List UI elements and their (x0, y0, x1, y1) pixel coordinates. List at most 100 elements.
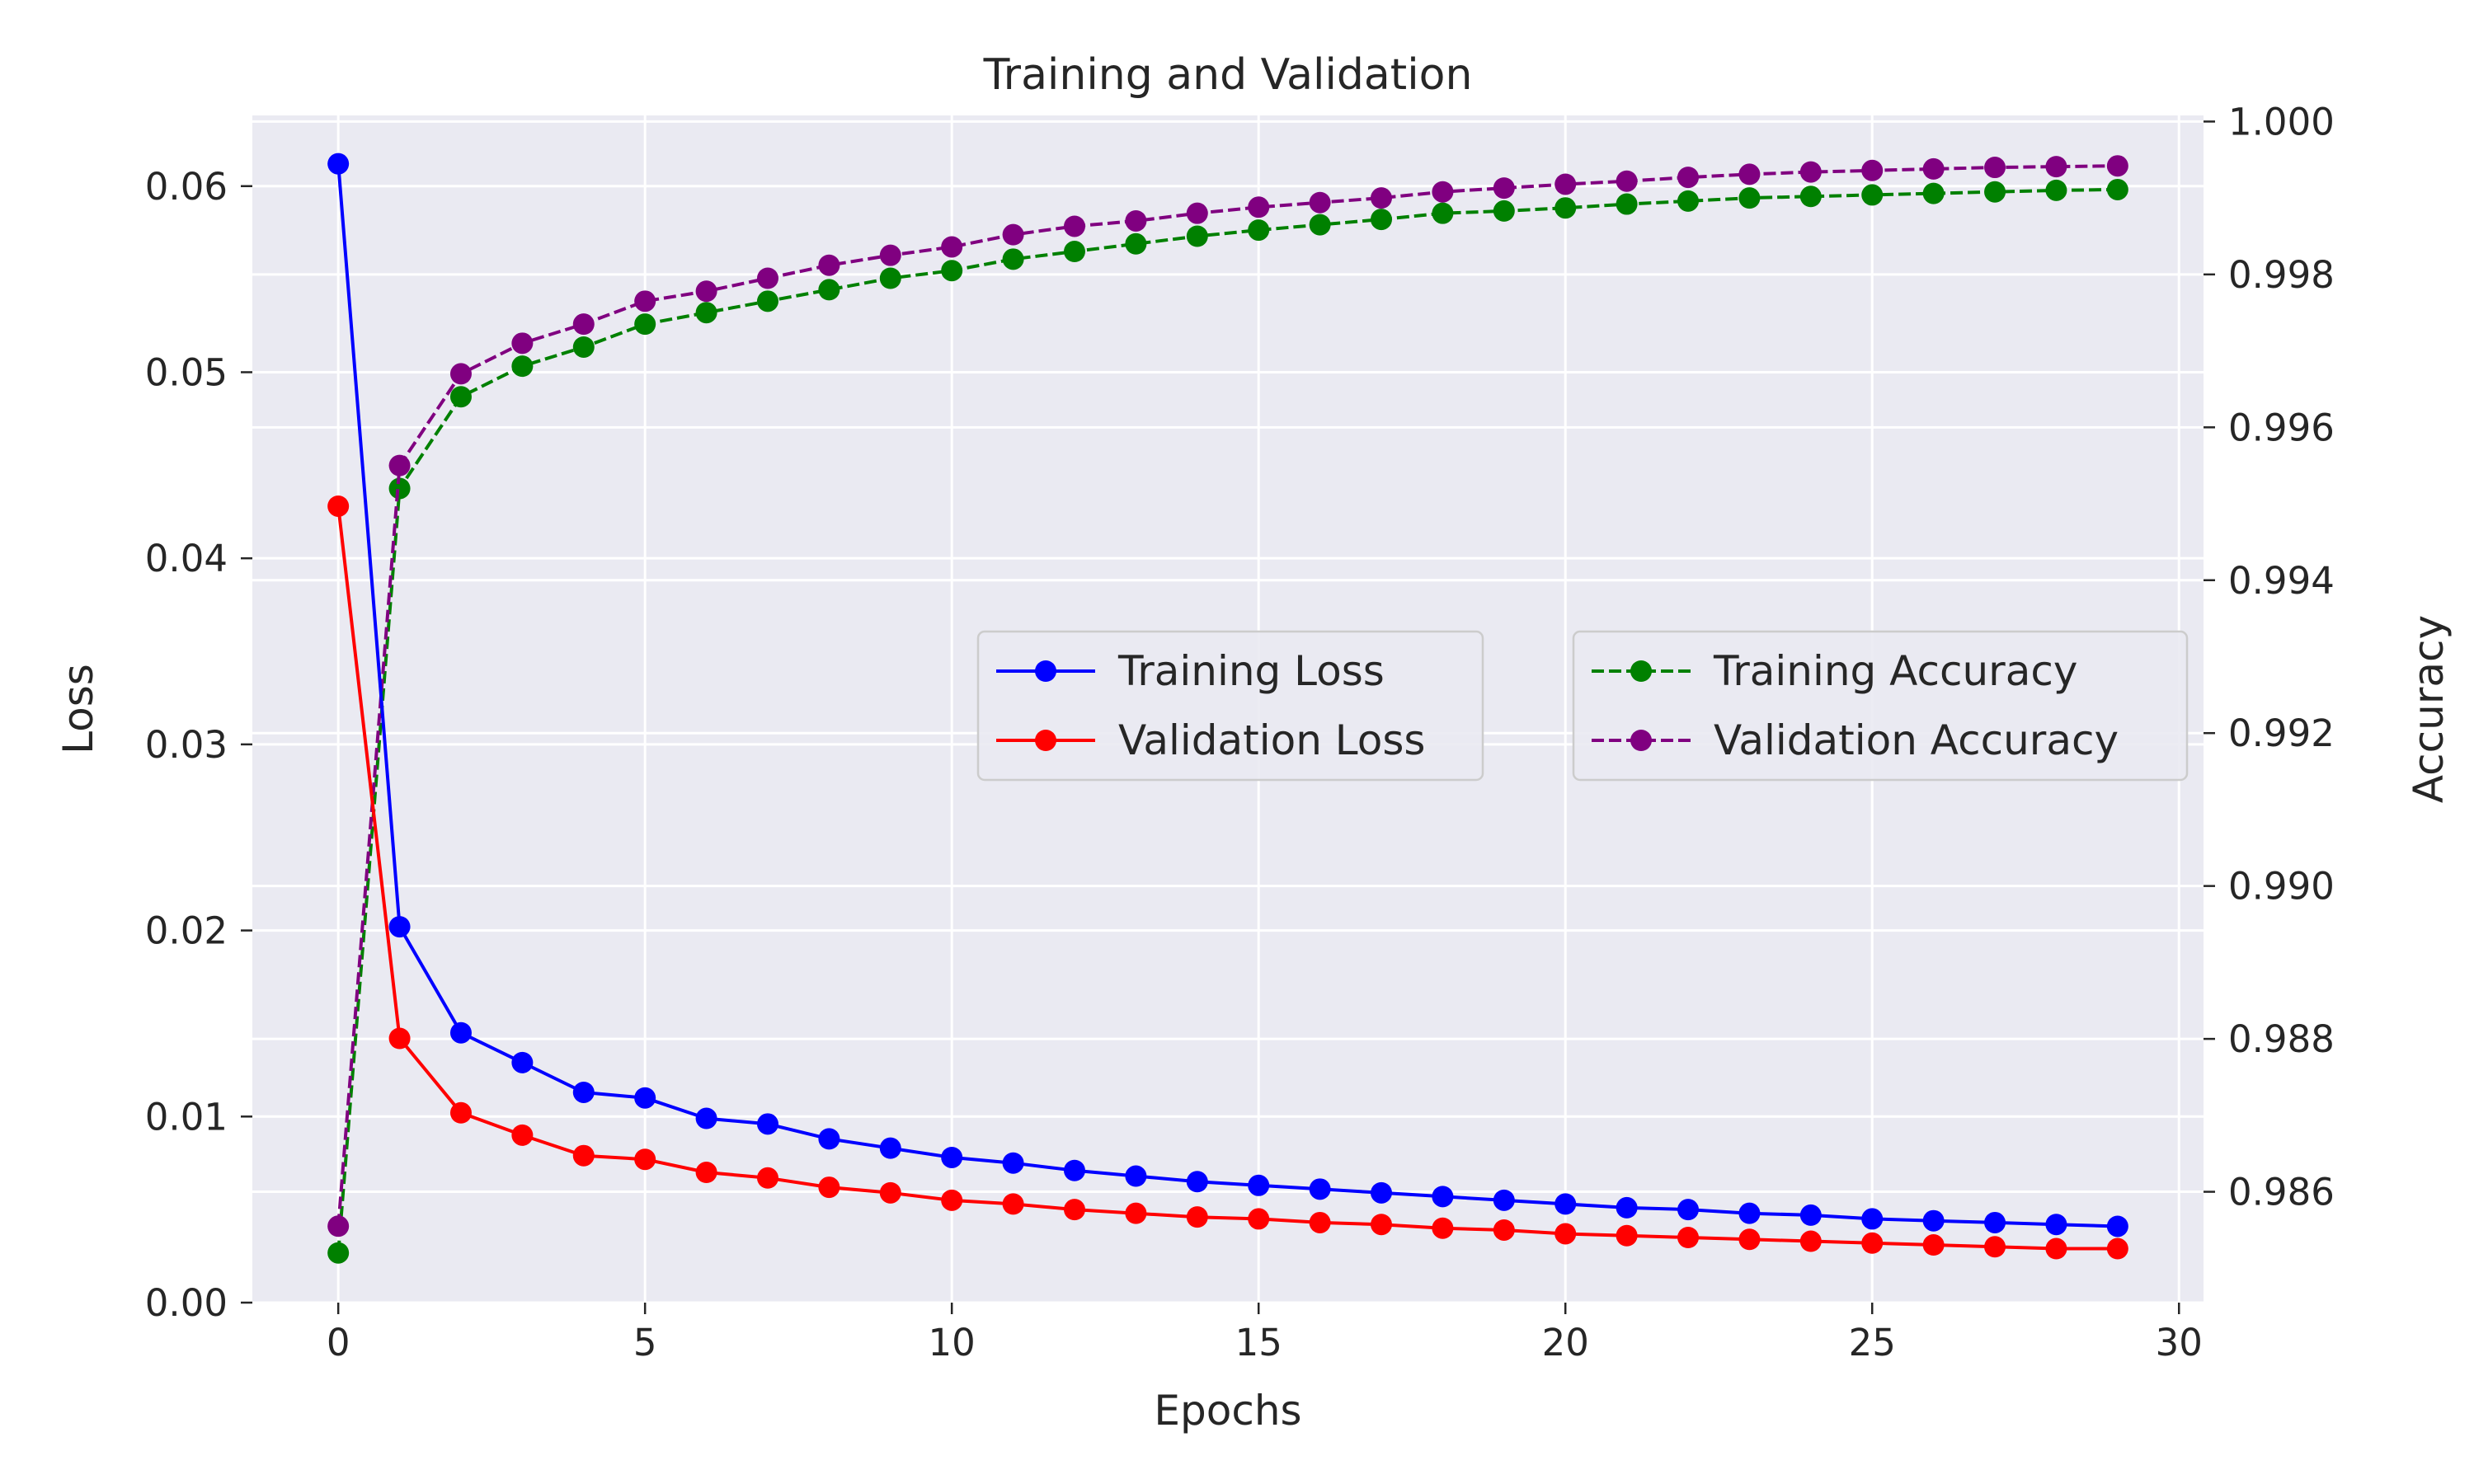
data-point-training-loss (1125, 1165, 1147, 1187)
x-tick-label: 20 (1542, 1321, 1589, 1364)
data-point-validation-accuracy (1616, 170, 1638, 192)
legend-marker (1035, 660, 1056, 682)
data-point-validation-accuracy (572, 313, 595, 336)
data-point-validation-accuracy (1922, 157, 1945, 180)
y-left-tick-label: 0.06 (145, 165, 228, 209)
data-point-validation-accuracy (388, 454, 411, 477)
data-point-training-accuracy (2045, 179, 2067, 201)
data-point-training-accuracy (1554, 197, 1577, 219)
data-point-training-loss (756, 1113, 778, 1135)
data-point-training-accuracy (1371, 209, 1393, 231)
data-point-training-accuracy (2106, 178, 2128, 200)
data-point-training-loss (1554, 1193, 1577, 1215)
data-point-training-accuracy (941, 260, 963, 282)
data-point-validation-loss (1616, 1224, 1638, 1247)
data-point-validation-accuracy (1309, 191, 1331, 214)
data-point-training-accuracy (1186, 225, 1208, 247)
x-tick-label: 10 (929, 1321, 976, 1364)
data-point-training-loss (1861, 1208, 1884, 1230)
y-right-tick-label: 0.998 (2228, 253, 2335, 297)
data-point-training-loss (1309, 1178, 1331, 1200)
data-point-validation-accuracy (1248, 196, 1270, 218)
data-point-training-loss (634, 1087, 656, 1109)
y-left-tick-label: 0.00 (145, 1281, 228, 1325)
y-axis-label-left: Loss (54, 664, 102, 754)
y-axis-label-right: Accuracy (2405, 615, 2453, 803)
data-point-validation-accuracy (1554, 173, 1577, 195)
data-point-training-accuracy (1616, 193, 1638, 215)
data-point-training-loss (1677, 1199, 1700, 1221)
data-point-training-accuracy (1125, 232, 1147, 255)
legend-marker (1630, 730, 1652, 751)
data-point-validation-loss (1984, 1236, 2006, 1258)
data-point-validation-loss (1002, 1193, 1024, 1215)
data-point-validation-loss (634, 1148, 656, 1171)
data-point-validation-accuracy (1677, 167, 1700, 189)
data-point-training-loss (511, 1051, 534, 1073)
legend-label: Training Accuracy (1713, 647, 2077, 695)
y-right-tick-label: 0.996 (2228, 406, 2335, 449)
legend-marker (1630, 660, 1652, 682)
data-point-validation-accuracy (941, 236, 963, 258)
data-point-training-loss (572, 1081, 595, 1103)
data-point-validation-loss (1371, 1214, 1393, 1236)
data-point-validation-loss (941, 1189, 963, 1211)
data-point-validation-loss (1922, 1234, 1945, 1256)
series-training-accuracy (327, 178, 2128, 1264)
legend-loss: Training Loss Validation Loss (976, 630, 1484, 782)
data-point-validation-accuracy (2045, 156, 2067, 178)
data-point-training-loss (1371, 1181, 1393, 1204)
data-point-training-accuracy (1984, 181, 2006, 203)
data-point-validation-accuracy (1125, 209, 1147, 232)
data-point-training-accuracy (1738, 187, 1761, 209)
data-point-training-accuracy (756, 290, 778, 312)
data-point-training-accuracy (511, 355, 534, 378)
data-point-validation-accuracy (1063, 215, 1085, 237)
data-point-training-accuracy (572, 336, 595, 358)
data-point-training-loss (1922, 1209, 1945, 1232)
data-point-validation-loss (1861, 1232, 1884, 1254)
x-axis-label: Epochs (1154, 1387, 1301, 1435)
data-point-training-loss (1493, 1189, 1515, 1211)
y-left-tick-label: 0.05 (145, 350, 228, 394)
data-point-validation-loss (1063, 1199, 1085, 1221)
data-point-validation-loss (1677, 1227, 1700, 1249)
data-point-validation-loss (2045, 1237, 2067, 1260)
data-point-training-accuracy (1799, 186, 1822, 208)
data-point-validation-loss (2106, 1237, 2128, 1260)
data-point-validation-loss (449, 1101, 472, 1124)
data-point-validation-loss (879, 1181, 901, 1204)
data-point-training-loss (1063, 1159, 1085, 1181)
data-point-validation-accuracy (511, 332, 534, 355)
data-point-validation-loss (1248, 1208, 1270, 1230)
data-point-training-accuracy (1493, 200, 1515, 222)
data-point-training-accuracy (818, 279, 840, 301)
data-point-validation-loss (1738, 1228, 1761, 1251)
data-point-training-accuracy (1248, 219, 1270, 242)
data-point-training-loss (1984, 1211, 2006, 1233)
data-point-validation-accuracy (879, 244, 901, 266)
data-point-validation-loss (1309, 1211, 1331, 1233)
data-point-training-accuracy (879, 267, 901, 289)
data-point-training-loss (818, 1128, 840, 1150)
x-tick-label: 15 (1235, 1321, 1282, 1364)
data-point-training-loss (1432, 1186, 1454, 1208)
x-tick-label: 0 (327, 1321, 350, 1364)
data-point-training-accuracy (1309, 214, 1331, 236)
y-right-tick-label: 1.000 (2228, 100, 2335, 143)
data-point-training-loss (1799, 1204, 1822, 1226)
data-point-training-loss (1738, 1202, 1761, 1224)
data-point-validation-accuracy (1432, 181, 1454, 203)
data-point-training-accuracy (1677, 190, 1700, 212)
data-point-validation-loss (1554, 1223, 1577, 1245)
data-point-validation-accuracy (327, 1215, 350, 1237)
data-point-validation-loss (1186, 1206, 1208, 1228)
data-point-validation-loss (327, 495, 350, 517)
data-point-validation-accuracy (1493, 177, 1515, 200)
legend-frame (976, 630, 1484, 782)
data-point-validation-accuracy (756, 267, 778, 289)
data-point-validation-loss (388, 1027, 411, 1050)
data-point-training-loss (879, 1137, 901, 1159)
data-point-training-accuracy (634, 313, 656, 336)
data-point-validation-accuracy (1186, 202, 1208, 224)
